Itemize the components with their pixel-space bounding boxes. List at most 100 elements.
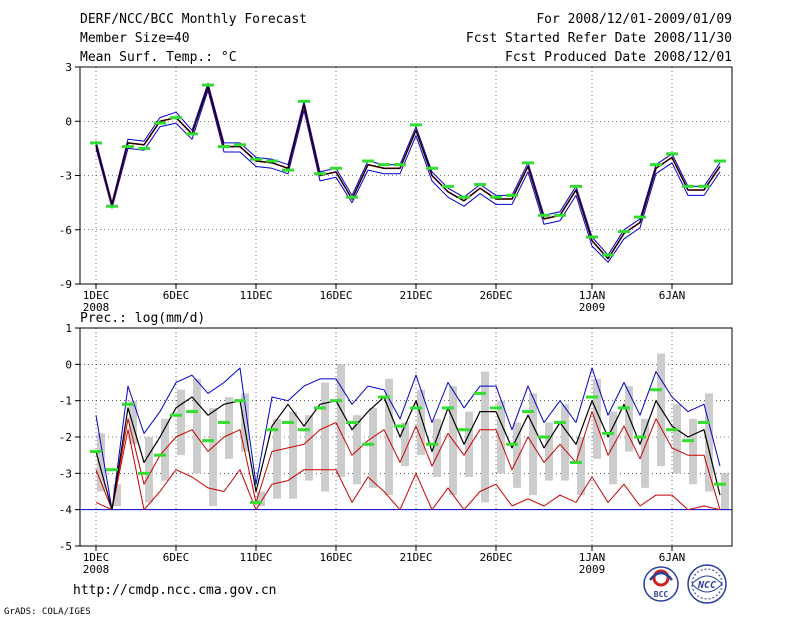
prec-spread-bar xyxy=(417,389,425,456)
forecast-period-text: For 2008/12/01-2009/01/09 xyxy=(536,12,732,27)
prec-spread-bar xyxy=(241,393,249,452)
prec-lower-line xyxy=(95,429,721,511)
prec-obs-marker xyxy=(314,406,326,410)
prec-xtick-label: 6JAN xyxy=(659,551,686,564)
temp-obs-marker xyxy=(282,168,294,172)
temp-xtick-label: 6JAN xyxy=(659,289,686,302)
prec-lower-mid-line xyxy=(95,411,721,511)
temp-obs-marker xyxy=(106,204,118,208)
prec-spread-bar xyxy=(609,411,617,485)
prec-spread-bar xyxy=(641,418,649,488)
grads-credit: GrADS: COLA/IGES xyxy=(4,607,91,617)
temp-xtick-year: 2008 xyxy=(83,301,110,314)
temp-obs-marker xyxy=(362,159,374,163)
prec-ytick-label: -5 xyxy=(59,540,72,553)
prec-obs-marker xyxy=(618,406,630,410)
temp-obs-marker xyxy=(170,116,182,120)
temp-xtick-label: 11DEC xyxy=(239,289,272,302)
prec-spread-bar xyxy=(225,397,233,459)
prec-obs-marker xyxy=(378,395,390,399)
temperature-panel-frame xyxy=(79,66,733,285)
prec-spread-bar xyxy=(721,473,729,510)
prec-mean-line xyxy=(95,396,721,511)
temp-ytick-label: 0 xyxy=(65,115,72,128)
temp-obs-marker xyxy=(506,193,518,197)
prec-spread-bar xyxy=(481,371,489,503)
temp-obs-marker xyxy=(682,184,694,188)
temp-obs-marker xyxy=(474,183,486,187)
temp-obs-marker xyxy=(698,184,710,188)
temp-xtick-label: 1JAN xyxy=(579,289,606,302)
prec-xtick-label: 1JAN xyxy=(579,551,606,564)
ncc-logo-text: NCC xyxy=(697,580,716,591)
temp-obs-marker xyxy=(330,166,342,170)
temp-xtick-label: 21DEC xyxy=(399,289,432,302)
prec-obs-marker xyxy=(186,410,198,414)
prec-obs-marker xyxy=(522,410,534,414)
prec-spread-bar xyxy=(673,404,681,474)
temp-obs-marker xyxy=(410,123,422,127)
temp-obs-marker xyxy=(250,157,262,161)
prec-xtick-label: 6DEC xyxy=(163,551,190,564)
prec-spread-bar xyxy=(369,407,377,488)
prec-obs-marker xyxy=(426,442,438,446)
prec-xtick-year: 2009 xyxy=(579,563,606,576)
prec-obs-marker xyxy=(586,395,598,399)
temp-obs-marker xyxy=(714,159,726,163)
temp-ytick-label: 3 xyxy=(65,61,72,74)
temp-obs-marker xyxy=(346,195,358,199)
title-text: DERF/NCC/BCC Monthly Forecast xyxy=(80,12,307,27)
fcst-produced-text: Fcst Produced Date 2008/12/01 xyxy=(505,50,732,65)
temp-obs-marker xyxy=(618,230,630,234)
prec-obs-marker xyxy=(266,428,278,432)
temp-obs-marker xyxy=(186,132,198,136)
prec-spread-bar xyxy=(497,400,505,474)
temp-xtick-label: 26DEC xyxy=(479,289,512,302)
member-size-text: Member Size=40 xyxy=(80,31,190,46)
temp-obs-marker xyxy=(666,152,678,156)
prec-spread-bar xyxy=(257,491,265,507)
prec-spread-bar xyxy=(305,415,313,481)
prec-spread-bar xyxy=(129,400,137,445)
temp-lower-line xyxy=(95,90,721,263)
temp-obs-marker xyxy=(90,141,102,145)
temp-obs-marker xyxy=(634,215,646,219)
prec-ytick-label: 1 xyxy=(65,322,72,335)
prec-xtick-label: 11DEC xyxy=(239,551,272,564)
prec-obs-marker xyxy=(234,399,246,403)
prec-obs-marker xyxy=(714,482,726,486)
prec-obs-marker xyxy=(554,420,566,424)
prec-spread-bar xyxy=(337,364,345,477)
prec-spread-bar xyxy=(145,437,153,503)
prec-spread-bar xyxy=(289,411,297,499)
prec-spread-bar xyxy=(593,378,601,459)
prec-spread-bar xyxy=(401,422,409,467)
temp-obs-marker xyxy=(586,235,598,239)
prec-upper-line xyxy=(95,367,721,511)
prec-obs-marker xyxy=(410,406,422,410)
prec-obs-marker xyxy=(666,428,678,432)
temp-xtick-year: 2009 xyxy=(579,301,606,314)
prec-ytick-label: -1 xyxy=(59,395,72,408)
prec-ytick-label: 0 xyxy=(65,358,72,371)
prec-obs-marker xyxy=(330,399,342,403)
temp-ytick-label: -9 xyxy=(59,278,72,291)
prec-spread-bar xyxy=(353,415,361,485)
prec-spread-bar xyxy=(625,386,633,452)
temp-xtick-label: 6DEC xyxy=(163,289,190,302)
prec-spread-bar xyxy=(433,418,441,477)
prec-obs-marker xyxy=(138,471,150,475)
temp-obs-marker xyxy=(570,184,582,188)
prec-spread-bar xyxy=(193,378,201,474)
temp-obs-marker xyxy=(426,166,438,170)
prec-ytick-label: -3 xyxy=(59,467,72,480)
temp-obs-marker xyxy=(458,195,470,199)
prec-obs-marker xyxy=(490,406,502,410)
bcc-logo: BCC xyxy=(643,566,679,602)
prec-spread-bar xyxy=(577,437,585,496)
temp-xtick-label: 16DEC xyxy=(319,289,352,302)
prec-ytick-label: -2 xyxy=(59,431,72,444)
prec-obs-marker xyxy=(602,431,614,435)
prec-obs-marker xyxy=(362,442,374,446)
